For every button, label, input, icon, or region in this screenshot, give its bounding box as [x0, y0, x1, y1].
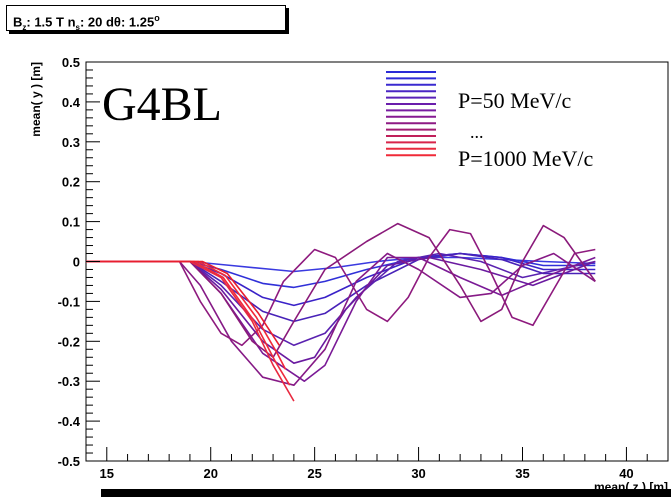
- series-line-12: [86, 260, 287, 370]
- y-tick-label: 0.2: [62, 175, 80, 190]
- y-tick-label: 0.5: [62, 55, 80, 70]
- bottom-bar: [101, 489, 671, 497]
- x-tick-label: 30: [411, 466, 425, 481]
- y-tick-label: -0.3: [58, 374, 80, 389]
- y-tick-label: -0.5: [58, 454, 80, 469]
- series-line-8: [86, 228, 596, 347]
- x-tick-label: 35: [515, 466, 529, 481]
- y-tick-label: 0.3: [62, 135, 80, 150]
- stats-deg: o: [154, 13, 160, 23]
- series-line-9: [86, 222, 596, 359]
- series-line-13: [86, 260, 280, 346]
- legend-dots: ...: [470, 122, 484, 142]
- stats-n-sub: s: [75, 22, 80, 32]
- chart-title: G4BL: [102, 78, 222, 131]
- stats-box: Bz: 1.5 T ns: 20 dθ: 1.25o: [6, 5, 286, 32]
- x-tick-label: 40: [619, 466, 633, 481]
- ticks-layer: 0.5 0.4 0.3 0.2 0.1 0 -0.1 -0.2 -0.3 -0.4 -0.5 15 20…: [58, 55, 669, 481]
- y-tick-label: 0: [73, 255, 80, 270]
- x-tick-label: 25: [307, 466, 321, 481]
- legend-swatches: [386, 71, 436, 157]
- series-line-5: [86, 256, 596, 365]
- stats-b-sub: z: [22, 22, 27, 32]
- y-tick-label: 0.1: [62, 215, 80, 230]
- y-axis-label: mean( y ) [m]: [29, 62, 43, 137]
- stats-b-label: B: [13, 14, 23, 30]
- y-tick-label: 0.4: [62, 95, 81, 110]
- stats-n-value: : 20 dθ: 1.25: [79, 14, 155, 30]
- series-line-7: [86, 252, 596, 387]
- y-tick-label: -0.1: [58, 294, 80, 309]
- legend-top-label: P=50 MeV/c: [458, 88, 571, 113]
- y-tick-label: -0.2: [58, 334, 80, 349]
- x-tick-label: 15: [100, 466, 114, 481]
- series-line-3: [86, 252, 596, 323]
- y-tick-label: -0.4: [58, 414, 81, 429]
- x-tick-label: 20: [203, 466, 217, 481]
- series-layer: [86, 222, 596, 402]
- legend-bottom-label: P=1000 MeV/c: [458, 146, 593, 171]
- stats-b-value: : 1.5 T n: [26, 14, 76, 30]
